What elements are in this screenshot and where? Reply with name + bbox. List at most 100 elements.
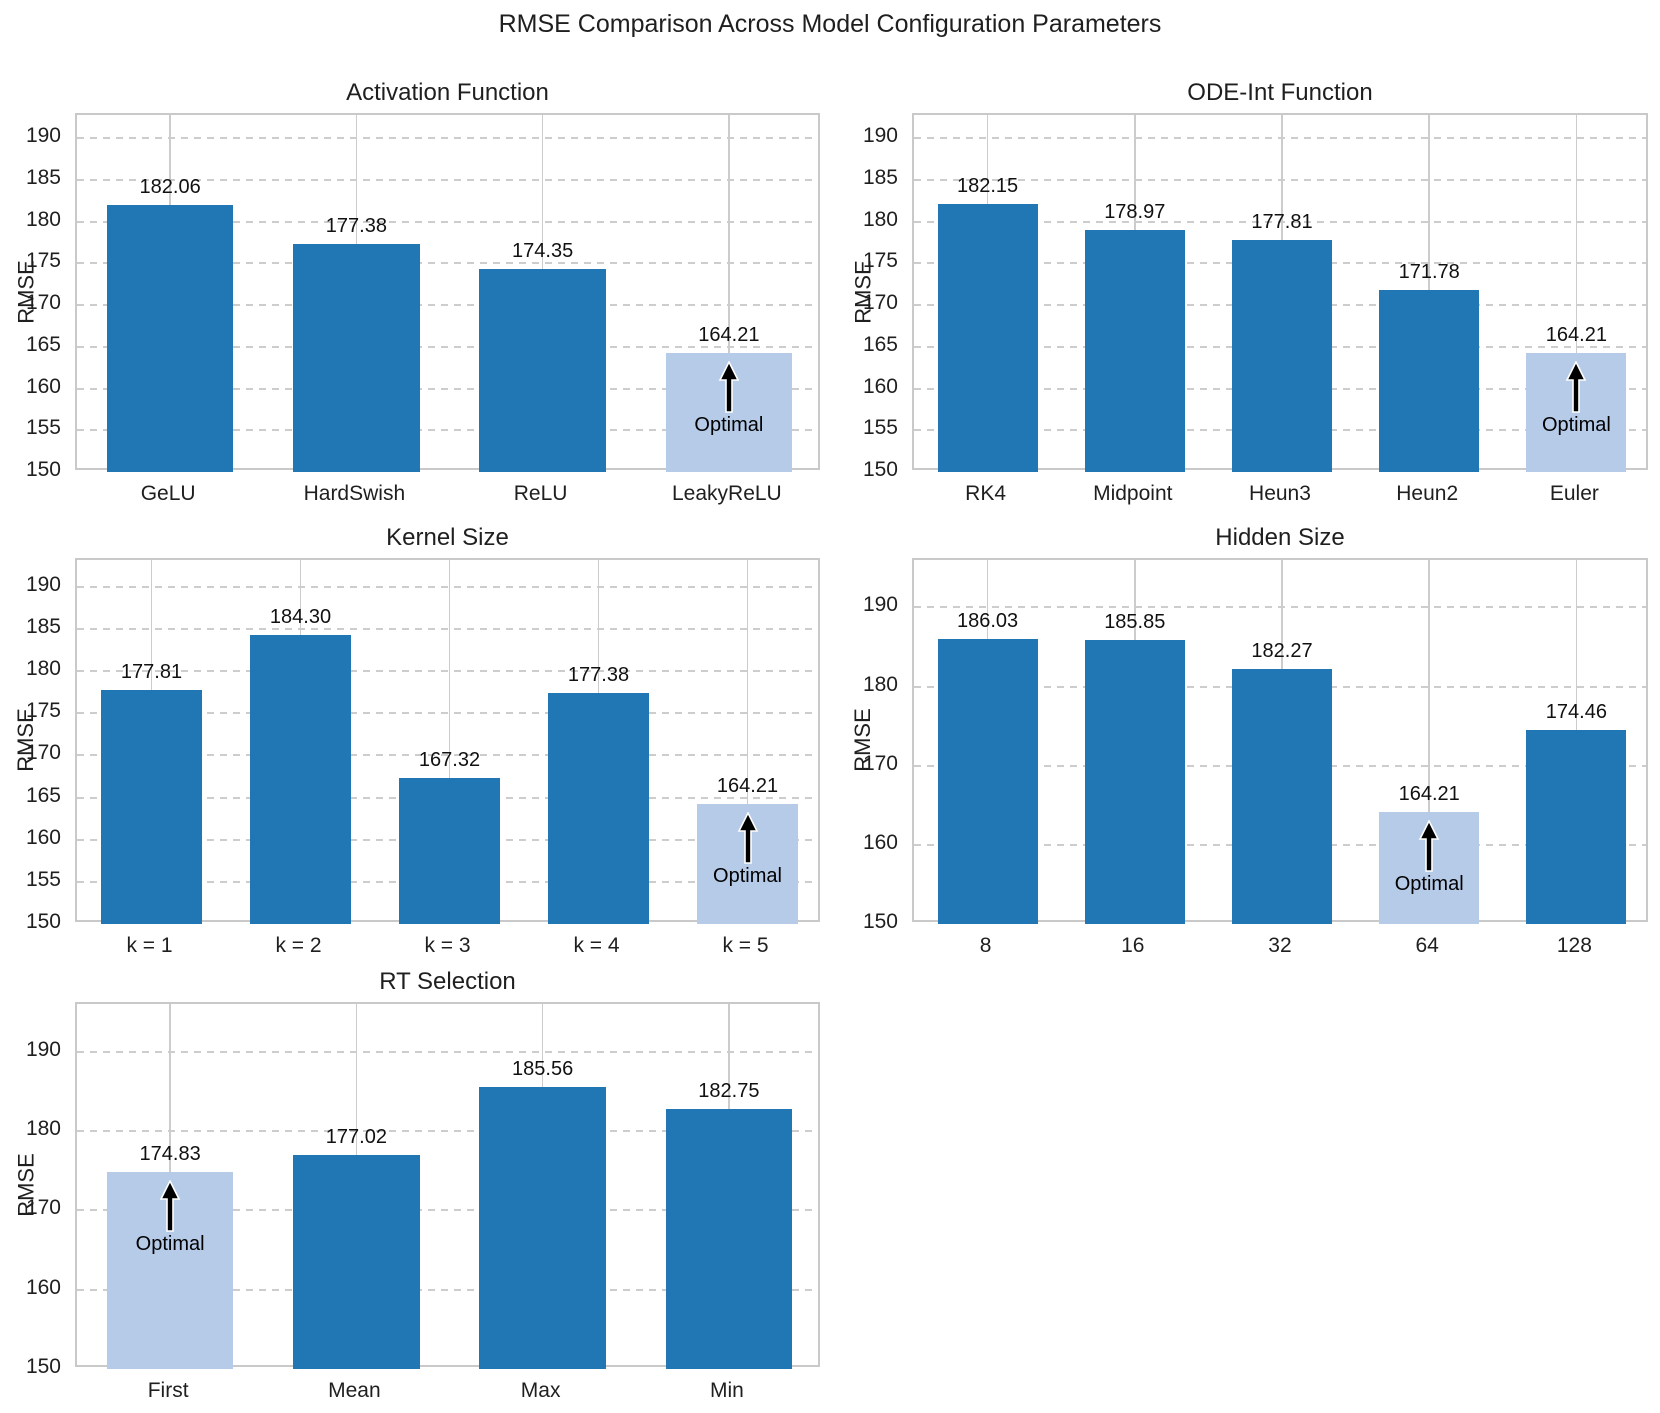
optimal-label: Optimal <box>135 1232 205 1255</box>
bar-value-label: 177.02 <box>325 1125 387 1148</box>
bar-value-label: 177.38 <box>325 214 387 237</box>
optimal-label: Optimal <box>694 414 764 437</box>
subplot-title-ode-int-function: ODE-Int Function <box>1187 79 1373 106</box>
plot-area-kernel-size: 177.81 184.30 167.32 177.38 164.21 Optimal <box>75 558 820 924</box>
y-tick-label: 190 <box>25 1037 61 1061</box>
y-tick-label: 190 <box>862 593 898 617</box>
bar-value-label: 164.21 <box>1545 324 1607 347</box>
h-gridline <box>77 628 818 631</box>
x-tick-label-k-1: k = 1 <box>126 934 173 957</box>
bar-relu <box>479 268 606 472</box>
y-tick-label: 150 <box>862 458 898 481</box>
y-tick-label: 160 <box>25 1275 61 1299</box>
h-gridline <box>77 179 818 182</box>
y-tick-label: 185 <box>862 166 898 190</box>
x-tick-label-128: 128 <box>1556 934 1592 957</box>
v-gridline <box>448 560 451 920</box>
optimal-label: Optimal <box>1541 414 1611 437</box>
h-gridline <box>77 712 818 715</box>
h-gridline <box>77 220 818 223</box>
h-gridline <box>77 1129 818 1132</box>
y-tick-label: 175 <box>862 249 898 273</box>
y-tick-label: 175 <box>25 249 61 273</box>
subplot-title-hidden-size: Hidden Size <box>1215 524 1345 551</box>
bar-rk4 <box>937 203 1038 472</box>
optimal-annotation: Optimal <box>669 361 789 437</box>
y-tick-label: 165 <box>862 332 898 356</box>
x-tick-label-rk4: RK4 <box>965 482 1007 505</box>
x-tick-label-first: First <box>147 1379 189 1402</box>
y-tick-label: 170 <box>862 291 898 315</box>
bar-value-label: 186.03 <box>957 609 1019 632</box>
bar-value-label: 185.56 <box>512 1057 574 1080</box>
bar-value-label: 182.15 <box>957 174 1019 197</box>
optimal-arrow-icon <box>737 812 758 865</box>
x-tick-label-relu: ReLU <box>513 482 568 505</box>
bar-value-label: 182.27 <box>1251 639 1313 662</box>
bar-value-label: 174.46 <box>1545 701 1607 724</box>
h-gridline <box>77 1288 818 1291</box>
y-tick-label: 160 <box>25 374 61 398</box>
bar-value-label: 177.38 <box>567 664 630 687</box>
h-gridline <box>77 429 818 432</box>
h-gridline <box>914 220 1646 223</box>
optimal-label: Optimal <box>713 865 782 888</box>
bar-128 <box>1526 730 1627 924</box>
bar-min <box>665 1109 793 1369</box>
h-gridline <box>914 179 1646 182</box>
bar-value-label: 185.85 <box>1104 611 1166 634</box>
h-gridline <box>77 1050 818 1053</box>
y-tick-label: 190 <box>25 124 61 148</box>
v-gridline <box>1575 115 1578 468</box>
bar-8 <box>937 638 1038 924</box>
x-tick-label-k-5: k = 5 <box>722 934 769 957</box>
h-gridline <box>77 754 818 757</box>
x-tick-label-hardswish: HardSwish <box>303 482 406 505</box>
h-gridline <box>77 387 818 390</box>
y-tick-label: 155 <box>862 416 898 440</box>
plot-area-hidden-size: 186.03 185.85 182.27 164.21 Optimal 174.46 <box>912 558 1648 924</box>
h-gridline <box>77 670 818 673</box>
y-tick-label: 180 <box>862 672 898 696</box>
x-tick-label-gelu: GeLU <box>140 482 196 505</box>
y-tick-label: 170 <box>25 291 61 315</box>
x-tick-label-min: Min <box>709 1379 744 1402</box>
y-tick-label: 155 <box>25 867 61 891</box>
plot-area-rt-selection: 174.83 Optimal 177.02 185.56 182.75 <box>75 1002 820 1369</box>
x-tick-label-k-2: k = 2 <box>275 934 322 957</box>
bar-value-label: 178.97 <box>1104 201 1166 224</box>
y-tick-label: 150 <box>862 910 898 933</box>
subplot-title-activation-function: Activation Function <box>346 79 549 106</box>
y-tick-label: 180 <box>862 207 898 231</box>
h-gridline <box>77 137 818 140</box>
plot-area-activation-function: 182.06 177.38 174.35 164.21 Optimal <box>75 113 820 472</box>
bar-value-label: 171.78 <box>1398 261 1460 284</box>
h-gridline <box>77 345 818 348</box>
bar-midpoint <box>1084 230 1185 472</box>
x-tick-label-leakyrelu: LeakyReLU <box>672 482 782 505</box>
bar-value-label: 164.21 <box>698 324 760 347</box>
bar-value-label: 182.06 <box>139 175 201 198</box>
h-gridline <box>77 262 818 265</box>
bar-k-2 <box>249 634 352 924</box>
y-tick-label: 160 <box>862 374 898 398</box>
bar-heun2 <box>1379 290 1480 472</box>
optimal-label: Optimal <box>1394 872 1464 895</box>
y-tick-label: 170 <box>25 1196 61 1220</box>
h-gridline <box>914 137 1646 140</box>
h-gridline <box>914 606 1646 609</box>
optimal-annotation: Optimal <box>1369 819 1489 896</box>
x-tick-label-heun3: Heun3 <box>1249 482 1311 505</box>
y-tick-label: 190 <box>862 124 898 148</box>
y-tick-label: 170 <box>862 751 898 775</box>
bar-mean <box>293 1154 420 1369</box>
x-tick-label-k-3: k = 3 <box>424 934 471 957</box>
bar-value-label: 177.81 <box>1251 211 1313 234</box>
bar-16 <box>1084 640 1185 924</box>
y-tick-label: 190 <box>25 572 61 596</box>
y-tick-label: 150 <box>25 910 61 933</box>
optimal-arrow-icon <box>1418 819 1440 872</box>
x-tick-label-k-4: k = 4 <box>573 934 620 957</box>
v-gridline <box>728 115 730 468</box>
